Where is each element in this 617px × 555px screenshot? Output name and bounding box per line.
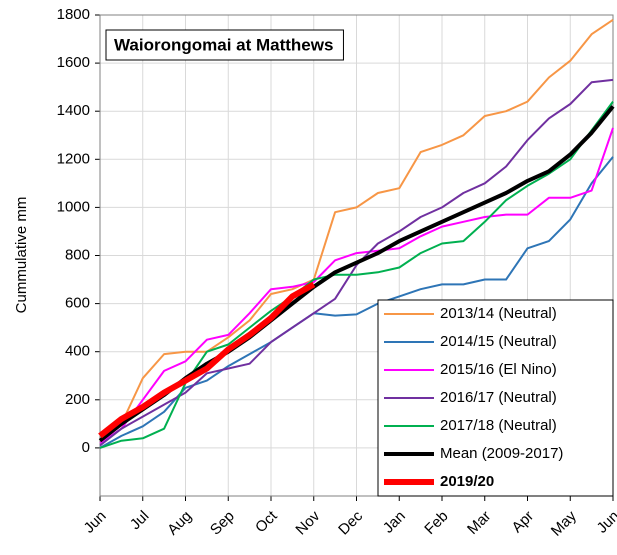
- y-tick-label: 600: [65, 295, 90, 312]
- x-tick-label: Jul: [127, 508, 153, 534]
- x-tick-label: Oct: [252, 507, 281, 536]
- x-tick-label: Jan: [380, 508, 409, 537]
- x-tick-label: May: [548, 507, 580, 539]
- x-tick-label: Jun: [594, 508, 617, 537]
- y-tick-label: 1000: [57, 198, 90, 215]
- legend-label: 2019/20: [440, 473, 494, 490]
- x-tick-label: Aug: [164, 508, 195, 539]
- title-box: [105, 29, 344, 61]
- series-line: [98, 281, 316, 439]
- plot-border: [99, 14, 614, 497]
- x-tick-label: Mar: [464, 508, 494, 538]
- y-tick-label: 1600: [57, 54, 90, 71]
- legend-label: 2016/17 (Neutral): [440, 389, 557, 406]
- y-tick-label: 1800: [57, 6, 90, 23]
- y-tick-label: 200: [65, 391, 90, 408]
- y-tick-label: 1200: [57, 150, 90, 167]
- legend-label: 2015/16 (El Nino): [440, 361, 557, 378]
- legend-label: 2017/18 (Neutral): [440, 417, 557, 434]
- x-tick-label: Jun: [81, 508, 110, 537]
- series-line: [99, 156, 614, 449]
- y-axis-label: Cummulative mm: [13, 197, 30, 314]
- y-tick-label: 0: [82, 439, 90, 456]
- series-line: [99, 18, 614, 442]
- chart-title: Waiorongomai at Matthews: [114, 35, 333, 54]
- x-tick-label: Feb: [421, 508, 451, 538]
- y-tick-label: 800: [65, 246, 90, 263]
- x-tick-label: Sep: [207, 508, 238, 539]
- title-group: Waiorongomai at Matthews: [105, 29, 344, 61]
- x-tick-label: Dec: [335, 507, 366, 538]
- legend-label: Mean (2009-2017): [440, 445, 563, 462]
- series-line: [99, 127, 614, 444]
- series-line: [99, 78, 614, 447]
- legend-label: 2014/15 (Neutral): [440, 333, 557, 350]
- y-tick-label: 1400: [57, 102, 90, 119]
- x-tick-label: Nov: [292, 507, 323, 538]
- legend-label: 2013/14 (Neutral): [440, 305, 557, 322]
- x-tick-label: Apr: [509, 508, 538, 537]
- y-tick-label: 400: [65, 343, 90, 360]
